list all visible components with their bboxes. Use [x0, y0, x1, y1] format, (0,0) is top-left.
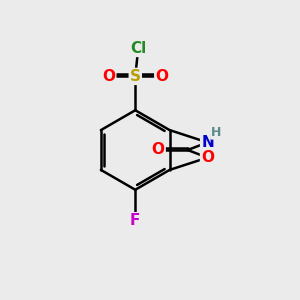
Text: H: H [211, 126, 221, 139]
Text: O: O [152, 142, 165, 158]
Text: S: S [130, 69, 141, 84]
Text: O: O [155, 69, 168, 84]
Text: N: N [201, 135, 214, 150]
Text: Cl: Cl [130, 41, 146, 56]
Text: O: O [102, 69, 115, 84]
Text: F: F [130, 213, 140, 228]
Text: O: O [201, 150, 214, 165]
